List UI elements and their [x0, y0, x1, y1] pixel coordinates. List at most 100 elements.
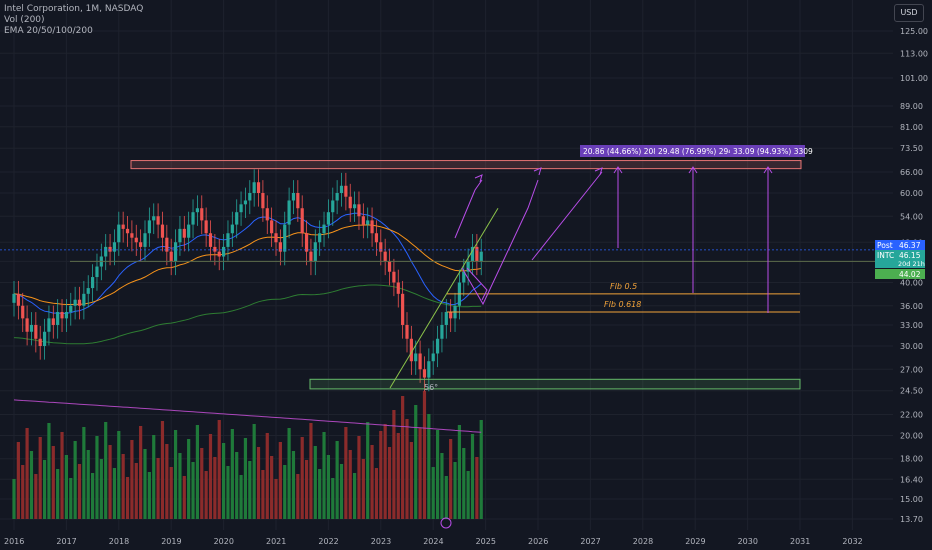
candle-body	[374, 233, 379, 243]
ema-indicator-label[interactable]: EMA 20/50/100/200	[4, 26, 93, 36]
candle-body	[213, 246, 217, 252]
volume-bar	[379, 431, 383, 519]
candle-body	[69, 305, 73, 312]
candle-body	[409, 338, 413, 362]
volume-bar	[401, 396, 405, 519]
price-tick-label: 40.00	[900, 278, 923, 287]
time-tick-label: 2016	[4, 537, 24, 546]
volume-indicator-label[interactable]: Vol (200)	[4, 15, 45, 25]
price-tick-label: 27.00	[900, 365, 923, 374]
volume-bar	[226, 466, 230, 519]
price-badge-box	[897, 269, 925, 279]
volume-bar	[69, 478, 73, 519]
candle-body	[296, 193, 300, 209]
volume-bar	[173, 430, 178, 519]
candle-body	[208, 233, 213, 247]
volume-bar	[444, 476, 448, 519]
price-tick-label: 20.00	[900, 431, 923, 440]
price-tick-label: 66.00	[900, 168, 923, 177]
candle-body	[82, 293, 86, 306]
volume-bar	[392, 410, 396, 519]
price-badge-label-box	[875, 269, 897, 279]
volume-bar	[322, 432, 326, 519]
candle-body	[235, 212, 239, 225]
candle-body	[462, 271, 466, 283]
candle-body	[309, 251, 313, 262]
volume-bar	[318, 469, 322, 519]
candle-body	[60, 311, 64, 319]
volume-bars	[12, 391, 483, 519]
projection-arrows	[454, 166, 773, 313]
candle-body	[191, 212, 195, 225]
candle-body	[25, 318, 29, 332]
volume-bar	[479, 420, 483, 519]
volume-bar	[38, 437, 42, 519]
volume-bar	[86, 450, 90, 519]
price-badge-label-box	[875, 240, 897, 250]
projection-zigzag	[466, 267, 488, 301]
time-tick-label: 2020	[214, 537, 234, 546]
price-tick-label: 15.00	[900, 495, 923, 504]
price-badge-box	[897, 240, 925, 250]
fib-level-label: Flb 0.618	[604, 300, 641, 309]
volume-bar	[125, 477, 130, 519]
price-tick-label: 73.50	[900, 144, 923, 153]
volume-bar	[414, 405, 418, 519]
candle-body	[440, 324, 444, 339]
volume-bar	[466, 471, 470, 519]
price-badge-label: INTC	[877, 251, 894, 260]
target-label-box	[655, 145, 730, 157]
candle-body	[274, 233, 278, 243]
volume-bar	[169, 467, 173, 519]
volume-bar	[435, 430, 440, 519]
candle-body	[73, 299, 77, 306]
volume-bar	[418, 428, 422, 519]
volume-bar	[239, 475, 243, 519]
fib-level-label: Flb 0.5	[610, 282, 637, 291]
candle-body	[252, 182, 256, 194]
volume-bar	[370, 445, 374, 519]
volume-bar	[200, 448, 204, 519]
volume-bar	[357, 436, 361, 519]
candle-body	[117, 224, 121, 243]
price-badge-value: 46.37	[899, 241, 921, 250]
currency-button[interactable]: USD	[894, 4, 924, 22]
candle-body	[357, 204, 361, 217]
ema50-line	[13, 224, 482, 305]
candle-body	[130, 233, 134, 238]
volume-bar	[287, 428, 291, 519]
volume-bar	[139, 426, 143, 519]
candle-body	[466, 261, 470, 272]
candle-body	[91, 277, 95, 289]
ema20-line	[13, 212, 482, 315]
candle-body	[387, 261, 392, 272]
projection-arrow-1	[454, 179, 483, 239]
price-tick-label: 30.00	[900, 342, 923, 351]
volume-bar	[47, 423, 51, 519]
candle-body	[160, 224, 165, 238]
volume-bar	[95, 436, 99, 519]
target-label-text: 20.86 (44.66%) 2086	[583, 147, 663, 156]
volume-bar	[256, 447, 261, 519]
volume-bar	[121, 454, 125, 519]
price-tick-label: 101.00	[900, 74, 928, 83]
volume-bar	[252, 424, 256, 519]
candle-body	[422, 369, 427, 378]
candle-body	[444, 311, 448, 325]
arrowhead-icon	[474, 174, 483, 183]
volume-bar	[427, 414, 431, 519]
volume-bar	[344, 427, 348, 519]
price-badge-countdown: 20d 21h	[898, 260, 925, 268]
time-tick-label: 2026	[528, 537, 548, 546]
time-tick-label: 2019	[161, 537, 181, 546]
volume-bar	[208, 434, 213, 519]
volume-bar	[265, 433, 269, 519]
volume-bar	[134, 463, 138, 519]
candle-body	[230, 224, 234, 234]
candle-body	[200, 208, 204, 221]
time-tick-label: 2018	[109, 537, 129, 546]
projection-path-3	[531, 171, 603, 261]
support-zone	[309, 378, 801, 390]
